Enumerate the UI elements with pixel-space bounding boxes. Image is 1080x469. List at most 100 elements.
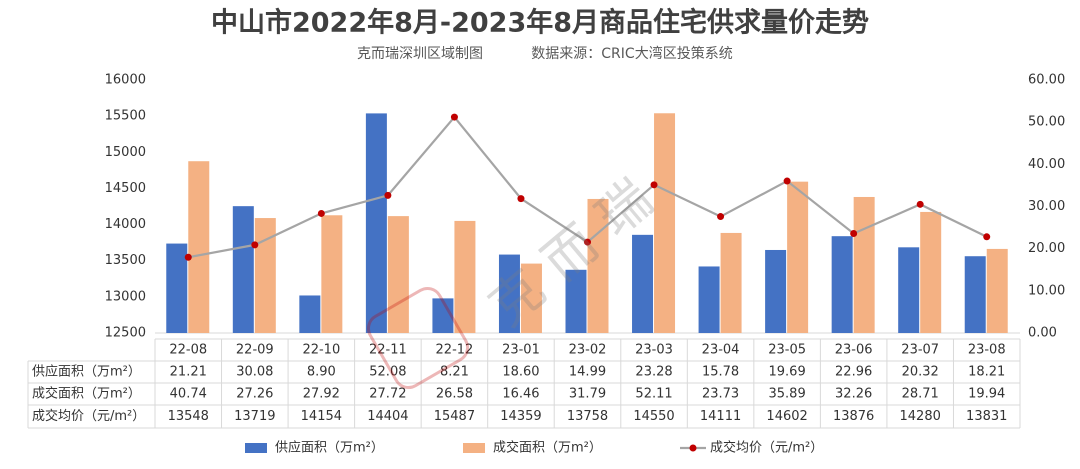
bar — [986, 248, 1008, 333]
bar — [898, 247, 920, 333]
table-cell: 14111 — [700, 409, 741, 424]
table-cell: 14359 — [500, 409, 541, 424]
bar — [831, 236, 853, 333]
bar — [765, 249, 787, 333]
legend-marker — [689, 444, 697, 452]
line-marker — [916, 200, 924, 208]
table-cell: 22.96 — [835, 365, 872, 380]
table-row-label: 成交面积（万m²） — [32, 386, 141, 402]
table-cell: 16.46 — [502, 387, 539, 402]
y-tick-label: 15500 — [105, 109, 146, 124]
table-cell: 32.26 — [835, 387, 872, 402]
table-cell: 13876 — [833, 409, 874, 424]
table-cell: 15.78 — [702, 365, 739, 380]
table-cell: 23.28 — [635, 365, 672, 380]
x-tick-label: 23-03 — [635, 343, 673, 358]
table-cell: 8.90 — [307, 365, 336, 380]
table-cell: 19.69 — [769, 365, 806, 380]
y-tick-label: 16000 — [105, 73, 146, 88]
table-cell: 19.94 — [968, 387, 1005, 402]
legend-label: 成交面积（万m²） — [493, 440, 602, 456]
table-cell: 27.92 — [303, 387, 340, 402]
line-marker — [717, 213, 725, 221]
x-tick-label: 23-06 — [835, 343, 873, 358]
x-tick-label: 22-09 — [236, 343, 274, 358]
table-cell: 13831 — [966, 409, 1007, 424]
y2-tick-label: 0.00 — [1028, 326, 1057, 341]
chart-subtitle: 克而瑞深圳区域制图 — [357, 46, 483, 62]
bar — [698, 266, 720, 333]
bar — [520, 263, 542, 333]
table-cell: 18.21 — [968, 365, 1005, 380]
table-cell: 14280 — [900, 409, 941, 424]
bar — [232, 206, 254, 333]
stamp — [366, 286, 470, 390]
bar — [654, 113, 676, 333]
table-cell: 52.08 — [369, 365, 406, 380]
bar — [365, 113, 387, 334]
table-cell: 28.71 — [902, 387, 939, 402]
y2-tick-label: 60.00 — [1028, 73, 1065, 88]
bar — [565, 269, 587, 333]
line-marker — [384, 191, 392, 199]
y-tick-label: 13000 — [105, 289, 146, 304]
bar — [853, 196, 875, 333]
y-tick-label: 14500 — [105, 181, 146, 196]
line-marker — [184, 253, 192, 261]
x-tick-label: 23-08 — [968, 343, 1006, 358]
bar — [299, 295, 321, 333]
table-row-label: 成交均价（元/m²） — [32, 408, 145, 424]
legend-label: 成交均价（元/m²） — [710, 440, 823, 456]
table-cell: 13758 — [567, 409, 608, 424]
table-cell: 14550 — [633, 409, 674, 424]
bar — [387, 216, 409, 333]
table-cell: 52.11 — [635, 387, 672, 402]
table-cell: 13548 — [168, 409, 209, 424]
table-cell: 14154 — [301, 409, 342, 424]
bar — [587, 198, 609, 333]
x-tick-label: 22-12 — [436, 343, 474, 358]
legend-label: 供应面积（万m²） — [275, 440, 384, 456]
y2-tick-label: 20.00 — [1028, 241, 1065, 256]
x-tick-label: 23-04 — [702, 343, 740, 358]
line-marker — [650, 181, 658, 189]
table-cell: 18.60 — [502, 365, 539, 380]
y2-tick-label: 40.00 — [1028, 157, 1065, 172]
x-tick-label: 22-10 — [302, 343, 340, 358]
y-tick-label: 14000 — [105, 217, 146, 232]
table-cell: 14.99 — [569, 365, 606, 380]
x-tick-label: 22-11 — [369, 343, 407, 358]
x-tick-label: 22-08 — [169, 343, 207, 358]
bar — [498, 254, 520, 333]
y2-tick-label: 50.00 — [1028, 115, 1065, 130]
bar — [720, 232, 742, 333]
table-cell: 13719 — [234, 409, 275, 424]
table-cell: 27.72 — [369, 387, 406, 402]
table-cell: 35.89 — [769, 387, 806, 402]
table-row-label: 供应面积（万m²） — [32, 364, 141, 380]
table-cell: 14602 — [766, 409, 807, 424]
y-tick-label: 13500 — [105, 253, 146, 268]
line-marker — [450, 113, 458, 121]
y2-tick-label: 30.00 — [1028, 199, 1065, 214]
line-marker — [517, 195, 525, 203]
table-cell: 23.73 — [702, 387, 739, 402]
bar — [254, 218, 276, 333]
bar — [432, 298, 454, 333]
chart-source: 数据来源：CRIC大湾区投策系统 — [531, 45, 732, 62]
line-marker — [783, 177, 791, 185]
table-cell: 31.79 — [569, 387, 606, 402]
legend-swatch — [463, 443, 485, 453]
bar — [188, 161, 210, 333]
x-tick-label: 23-02 — [569, 343, 607, 358]
table-cell: 30.08 — [236, 365, 273, 380]
line-marker — [251, 241, 259, 249]
y2-tick-label: 10.00 — [1028, 283, 1065, 298]
table-cell: 20.32 — [902, 365, 939, 380]
line-marker — [584, 238, 591, 246]
line-marker — [983, 233, 991, 241]
table-cell: 40.74 — [170, 387, 207, 402]
x-tick-label: 23-05 — [768, 343, 806, 358]
x-tick-label: 23-01 — [502, 343, 540, 358]
